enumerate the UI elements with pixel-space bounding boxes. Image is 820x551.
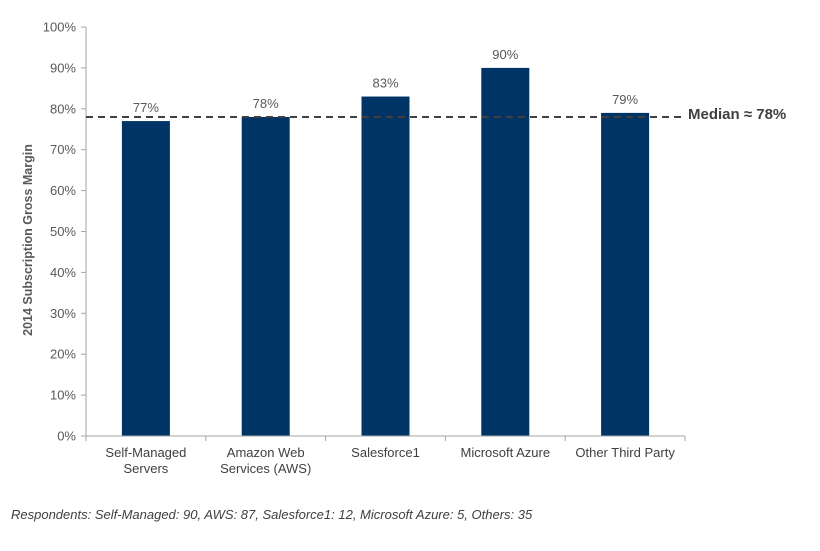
category-labels: Self-Managed Servers Amazon Web Services (A… <box>105 445 675 476</box>
median-label: Median ≈ 78% <box>688 106 786 123</box>
y-tick-label: 90% <box>50 60 76 75</box>
y-axis <box>81 26 87 437</box>
data-labels: 77% 78% 83% 90% 79% <box>133 47 639 115</box>
category-label: Self-Managed Servers <box>105 445 186 476</box>
bar <box>481 67 530 437</box>
data-label: 78% <box>253 96 279 111</box>
bar-chart: 0% 10% 20% 30% 40% 50% 60% 70% 80% 90% 100% 77% 78%… <box>21 20 786 477</box>
y-tick-label: 40% <box>50 265 76 280</box>
y-tick-label: 10% <box>50 388 76 403</box>
y-tick-label: 100% <box>43 20 77 35</box>
bar <box>241 116 290 436</box>
y-tick-label: 60% <box>50 183 76 198</box>
data-label: 83% <box>372 76 398 91</box>
category-label: Salesforce1 <box>351 445 420 460</box>
bar <box>121 121 170 436</box>
bars <box>121 67 650 437</box>
data-label: 90% <box>492 47 518 62</box>
y-tick-label: 20% <box>50 347 76 362</box>
category-label: Microsoft Azure <box>461 445 551 460</box>
y-tick-label: 0% <box>57 429 76 444</box>
data-label: 79% <box>612 92 638 107</box>
y-tick-label: 50% <box>50 224 76 239</box>
data-label: 77% <box>133 100 159 115</box>
respondents-footnote: Respondents: Self-Managed: 90, AWS: 87, … <box>11 507 533 522</box>
bar <box>601 112 650 436</box>
median-reference: Median ≈ 78% <box>86 106 786 123</box>
bar <box>361 96 410 436</box>
x-axis <box>85 435 686 441</box>
y-tick-label: 80% <box>50 101 76 116</box>
y-tick-label: 30% <box>50 306 76 321</box>
category-label: Amazon Web Services (AWS) <box>220 445 311 476</box>
category-label: Other Third Party <box>575 445 675 460</box>
y-axis-title: 2014 Subscription Gross Margin <box>21 144 35 336</box>
y-tick-labels: 0% 10% 20% 30% 40% 50% 60% 70% 80% 90% 100% <box>43 20 77 444</box>
y-tick-label: 70% <box>50 142 76 157</box>
